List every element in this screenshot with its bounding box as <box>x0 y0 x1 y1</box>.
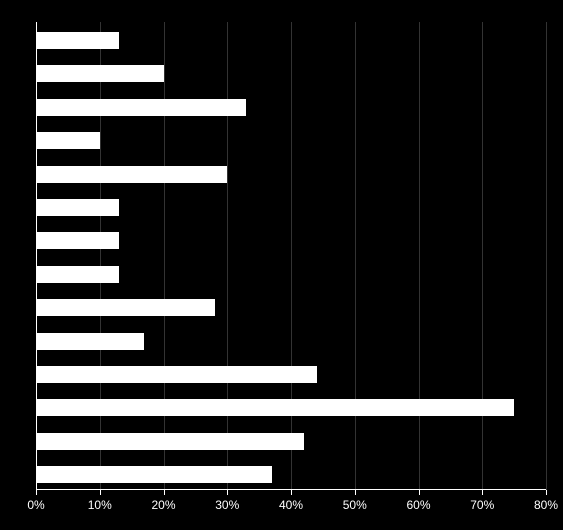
x-tick <box>36 490 37 495</box>
x-tick-label: 50% <box>343 498 367 512</box>
gridline <box>355 22 356 490</box>
x-tick <box>100 490 101 495</box>
x-tick-label: 80% <box>534 498 558 512</box>
bar <box>36 199 119 216</box>
x-tick <box>546 490 547 495</box>
chart-plot-area: 0%10%20%30%40%50%60%70%80% <box>36 22 546 490</box>
x-tick <box>291 490 292 495</box>
x-tick-label: 70% <box>470 498 494 512</box>
x-tick-label: 20% <box>151 498 175 512</box>
gridline <box>100 22 101 490</box>
x-tick-label: 60% <box>406 498 430 512</box>
bar <box>36 232 119 249</box>
y-axis <box>36 22 37 490</box>
x-tick <box>227 490 228 495</box>
x-tick <box>419 490 420 495</box>
bar <box>36 266 119 283</box>
bar <box>36 333 144 350</box>
gridline <box>227 22 228 490</box>
bar <box>36 32 119 49</box>
x-tick <box>164 490 165 495</box>
bar <box>36 132 100 149</box>
x-tick <box>355 490 356 495</box>
x-tick-label: 40% <box>279 498 303 512</box>
bar <box>36 166 227 183</box>
gridline <box>482 22 483 490</box>
gridline <box>291 22 292 490</box>
bar <box>36 366 317 383</box>
bar <box>36 399 514 416</box>
gridline <box>164 22 165 490</box>
bar <box>36 299 215 316</box>
x-tick-label: 10% <box>88 498 112 512</box>
x-tick <box>482 490 483 495</box>
x-tick-label: 30% <box>215 498 239 512</box>
gridline <box>546 22 547 490</box>
bar <box>36 433 304 450</box>
bar <box>36 99 246 116</box>
bar <box>36 65 164 82</box>
bar <box>36 466 272 483</box>
gridline <box>419 22 420 490</box>
x-tick-label: 0% <box>27 498 44 512</box>
